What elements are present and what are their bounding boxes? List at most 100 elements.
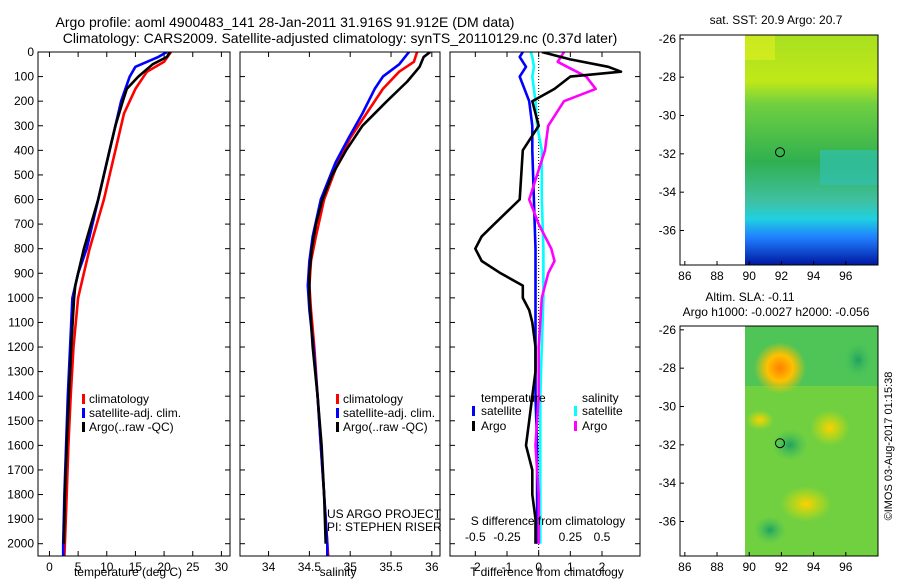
legend-salinity-heading: salinity (582, 391, 619, 405)
salinity-xtick-label: 34.5 (298, 560, 322, 574)
sla-map-ticks: 86 88 90 92 94 96 -26 -28 -30 -32 -34 -36 (659, 323, 853, 574)
sla-warm-anomaly-2 (746, 410, 774, 430)
salinity-series-climatology (308, 52, 419, 556)
legend-temp-satellite-label: satellite (481, 404, 522, 418)
sst-map-lon-label: 88 (710, 269, 724, 283)
salinity-series-argo-raw-qc- (308, 52, 431, 544)
salinity-legend-climatology: climatology (343, 392, 403, 406)
sst-map-ticks: 86 88 90 92 94 96 -26 -28 -30 -32 -34 -36 (659, 32, 853, 283)
depth-ytick-label: 1600 (7, 438, 34, 452)
sst-map-title: sat. SST: 20.9 Argo: 20.7 (710, 13, 843, 27)
salinity-legend-swatch-blue (336, 408, 339, 418)
difference-series-group (473, 52, 623, 544)
difference-xtick-label: 1 (567, 560, 574, 574)
difference-xtick-label: 0 (535, 560, 542, 574)
sst-warm-patch (745, 35, 775, 60)
temperature-legend-swatch-blue (82, 408, 85, 418)
temperature-xtick-label: 30 (215, 560, 229, 574)
salinity-xtick-label: 35 (344, 560, 358, 574)
temperature-xtick-label: 25 (186, 560, 200, 574)
temperature-legend-swatch-red (82, 394, 85, 404)
depth-ytick-label: 1500 (7, 414, 34, 428)
sla-map-title-line2: Argo h1000: -0.0027 h2000: -0.056 (683, 305, 870, 319)
temperature-xlabel: temperature (deg C) (74, 565, 182, 579)
sla-map-lon-label: 90 (743, 560, 757, 574)
sla-map-panel: Altim. SLA: -0.11 Argo h1000: -0.0027 h2… (659, 290, 879, 574)
imos-credit: ©IMOS 03-Aug-2017 01:15:38 (883, 372, 895, 521)
salinity-xtick-label: 36 (425, 560, 439, 574)
depth-ytick-label: 1700 (7, 463, 34, 477)
difference-xtick-label: 2 (599, 560, 606, 574)
sst-map-lon-label: 92 (775, 269, 789, 283)
difference-series-salinity-satellite (529, 52, 545, 544)
s-difference-tick-label: -0.5 (465, 530, 486, 544)
depth-ytick-label: 1000 (7, 291, 34, 305)
salinity-axis-ticks: 34 34.5 35 35.5 36 (240, 51, 440, 574)
legend-temperature-heading: temperature (481, 391, 546, 405)
sla-map-title-line1: Altim. SLA: -0.11 (705, 290, 794, 304)
pi-annotation: PI: STEPHEN RISER (327, 520, 442, 534)
salinity-xtick-label: 35.5 (379, 560, 403, 574)
depth-ytick-label: 600 (14, 193, 34, 207)
sst-map-panel: sat. SST: 20.9 Argo: 20.7 86 88 90 92 94 96 -2… (659, 13, 879, 283)
sla-map-lon-label: 96 (839, 560, 853, 574)
depth-ytick-label: 1300 (7, 365, 34, 379)
temperature-xtick-label: 10 (100, 560, 114, 574)
depth-ytick-label: 100 (14, 70, 34, 84)
legend-temp-argo-swatch (472, 421, 475, 431)
temperature-series-argo-raw-qc- (62, 52, 171, 544)
salinity-xlabel: salinity (320, 565, 357, 579)
sla-map-lat-label: -30 (659, 400, 677, 414)
salinity-legend-argo: Argo(..raw -QC) (343, 420, 428, 434)
salinity-legend-swatch-black (336, 422, 339, 432)
salinity-plot-frame (239, 51, 441, 557)
sst-cool-patch (820, 150, 878, 185)
depth-ytick-label: 1900 (7, 512, 34, 526)
sla-map-lat-label: -32 (659, 438, 677, 452)
depth-ytick-label: 2000 (7, 537, 34, 551)
salinity-legend: climatology satellite-adj. clim. Argo(..… (336, 392, 435, 434)
depth-ytick-label: 700 (14, 217, 34, 231)
depth-ytick-label: 1200 (7, 340, 34, 354)
sla-argo-position-marker (774, 438, 785, 449)
sla-map-lat-label: -34 (659, 476, 677, 490)
sla-map-lat-label: -36 (659, 515, 677, 529)
depth-ytick-label: 1100 (8, 315, 34, 329)
temperature-axis-ticks: 0 5 10 15 20 25 300100200300400500600700800900… (7, 45, 230, 574)
sla-cool-anomaly-3 (754, 516, 786, 544)
temperature-legend-satellite: satellite-adj. clim. (89, 406, 181, 420)
sla-warm-anomaly-3 (780, 486, 832, 522)
depth-ytick-label: 900 (14, 266, 34, 280)
s-difference-tick-label: -0.25 (493, 530, 521, 544)
temperature-xtick-label: 20 (157, 560, 171, 574)
depth-ytick-label: 200 (14, 94, 34, 108)
sst-argo-position-marker (774, 147, 785, 158)
sst-map-lat-label: -28 (659, 70, 677, 84)
depth-ytick-label: 1800 (7, 488, 34, 502)
sla-map-lon-label: 94 (807, 560, 821, 574)
temperature-series-group (61, 52, 173, 556)
legend-temp-satellite-swatch (472, 406, 475, 416)
legend-temp-argo-label: Argo (481, 419, 507, 433)
salinity-legend-satellite: satellite-adj. clim. (343, 406, 435, 420)
sla-map-lon-label: 88 (710, 560, 724, 574)
sst-map-lon-label: 90 (743, 269, 757, 283)
sla-map-lat-label: -26 (659, 323, 677, 337)
temperature-xtick-label: 15 (129, 560, 143, 574)
sla-high-anomaly (754, 342, 806, 394)
difference-legend: temperature satellite Argo salinity sate… (472, 391, 623, 433)
project-annotation: US ARGO PROJECT (327, 507, 442, 521)
depth-ytick-label: 500 (14, 168, 34, 182)
difference-xtick-label: -1 (502, 560, 513, 574)
legend-sal-satellite-label: satellite (582, 404, 623, 418)
sst-map-lat-label: -34 (659, 185, 677, 199)
temperature-series-climatology (63, 52, 173, 556)
salinity-xtick-label: 34 (262, 560, 276, 574)
difference-panel: -2 -1 0 1 2-0.5 -0.25 0 0.25 0.5 temperature sat… (449, 51, 641, 579)
sla-cool-anomaly-1 (772, 429, 808, 461)
sst-map-lon-label: 96 (839, 269, 853, 283)
salinity-legend-swatch-red (336, 394, 339, 404)
legend-sal-satellite-swatch (574, 406, 577, 416)
